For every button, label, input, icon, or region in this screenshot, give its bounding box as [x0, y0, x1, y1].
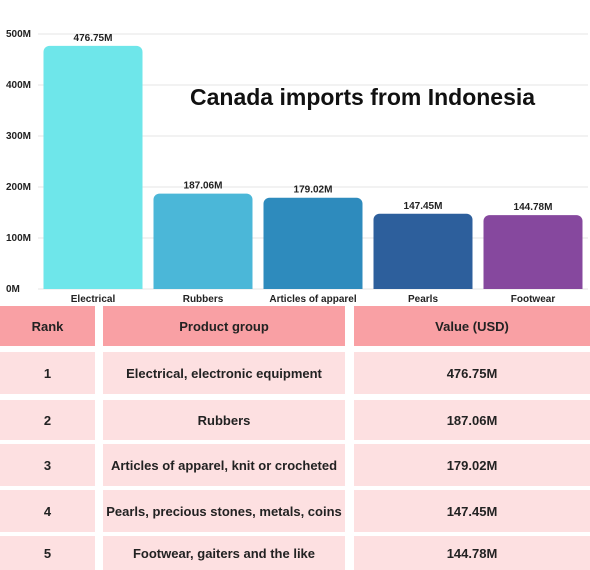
cell-value: 179.02M — [354, 444, 590, 486]
cell-value: 144.78M — [354, 536, 590, 570]
bar-base — [373, 281, 473, 289]
data-label: 179.02M — [294, 185, 333, 196]
x-tick-label: Footwear — [511, 294, 556, 305]
bar — [483, 215, 583, 289]
cell-rank: 2 — [0, 400, 95, 440]
cell-rank: 1 — [0, 352, 95, 394]
cell-value: 476.75M — [354, 352, 590, 394]
table-row: 5 Footwear, gaiters and the like 144.78M — [0, 536, 590, 570]
data-label: 147.45M — [404, 201, 443, 212]
table-row: 3 Articles of apparel, knit or crocheted… — [0, 444, 590, 486]
header-rank: Rank — [0, 306, 95, 346]
bar — [43, 45, 143, 289]
cell-rank: 3 — [0, 444, 95, 486]
bar-base — [153, 281, 253, 289]
table-row: 2 Rubbers 187.06M — [0, 400, 590, 440]
cell-product-group: Pearls, precious stones, metals, coins — [103, 490, 345, 532]
cell-product-group: Articles of apparel, knit or crocheted — [103, 444, 345, 486]
bar-base — [483, 281, 583, 289]
x-tick-label: Articles of apparel — [269, 294, 356, 305]
table-header-row: Rank Product group Value (USD) — [0, 306, 590, 346]
cell-product-group: Rubbers — [103, 400, 345, 440]
bar — [153, 193, 253, 289]
x-tick-label: Pearls — [408, 294, 438, 305]
table-row: 1 Electrical, electronic equipment 476.7… — [0, 352, 590, 394]
cell-product-group: Electrical, electronic equipment — [103, 352, 345, 394]
cell-value: 187.06M — [354, 400, 590, 440]
header-product-group: Product group — [103, 306, 345, 346]
y-tick-label: 100M — [6, 233, 31, 244]
bar — [373, 213, 473, 289]
data-label: 476.75M — [74, 33, 113, 44]
bar — [263, 197, 363, 289]
cell-rank: 4 — [0, 490, 95, 532]
x-tick-label: Rubbers — [183, 294, 224, 305]
header-value: Value (USD) — [354, 306, 590, 346]
cell-value: 147.45M — [354, 490, 590, 532]
y-tick-label: 300M — [6, 131, 31, 142]
bar-base — [43, 281, 143, 289]
y-tick-label: 200M — [6, 182, 31, 193]
y-tick-label: 0M — [6, 284, 20, 295]
y-tick-label: 400M — [6, 80, 31, 91]
cell-product-group: Footwear, gaiters and the like — [103, 536, 345, 570]
x-tick-label: Electrical — [71, 294, 116, 305]
table-row: 4 Pearls, precious stones, metals, coins… — [0, 490, 590, 532]
chart-title: Canada imports from Indonesia — [190, 84, 536, 110]
data-label: 187.06M — [184, 181, 223, 192]
y-tick-label: 500M — [6, 29, 31, 40]
bar-base — [263, 281, 363, 289]
data-label: 144.78M — [514, 202, 553, 213]
bar-chart: 0M 100M 200M 300M 400M 500M 476.75M Electrical 1… — [6, 29, 588, 305]
cell-rank: 5 — [0, 536, 95, 570]
